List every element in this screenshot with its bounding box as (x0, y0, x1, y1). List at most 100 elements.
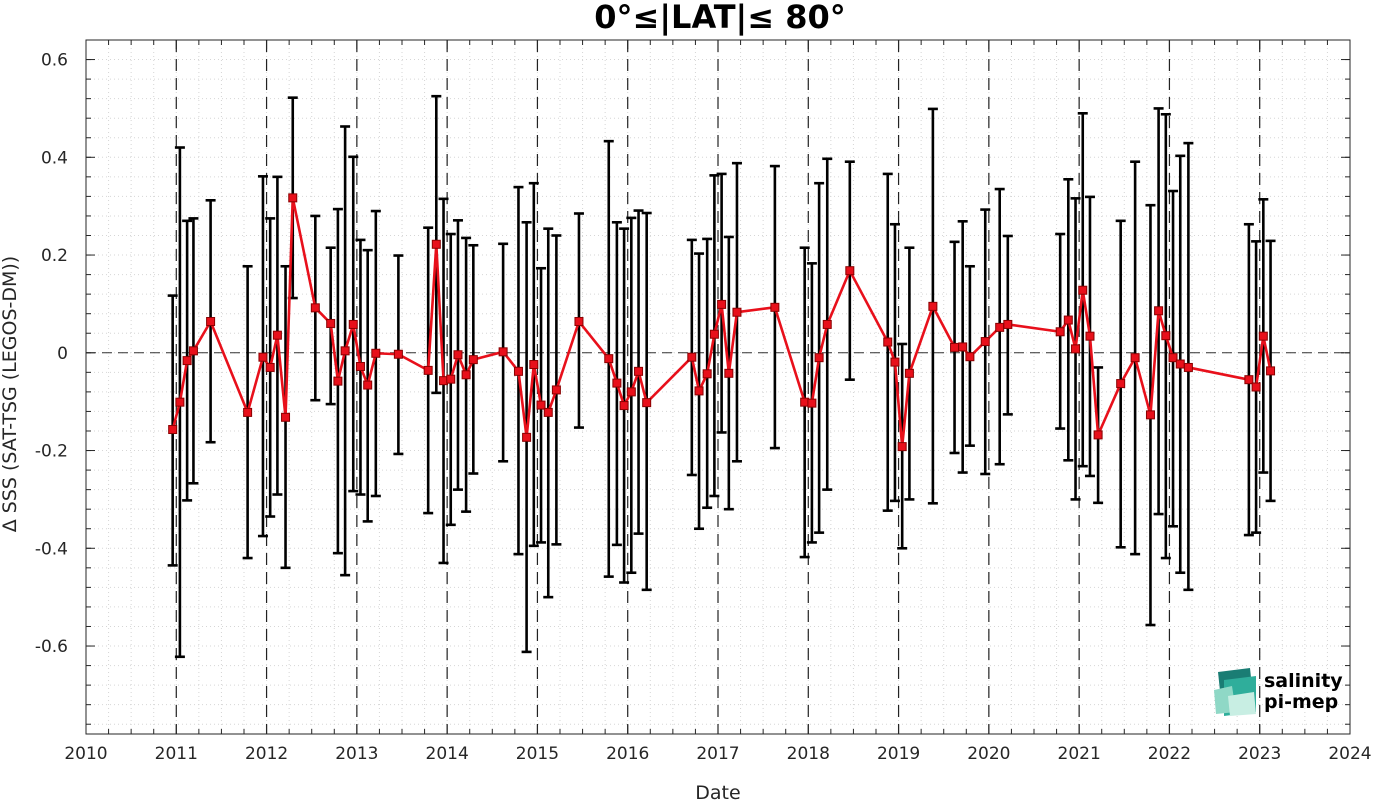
data-point-marker (265, 362, 275, 372)
data-point-marker (288, 193, 298, 203)
data-point-marker (355, 361, 365, 371)
data-point-marker (822, 319, 832, 329)
logo-mark-icon (1214, 668, 1256, 716)
data-point-marker (333, 376, 343, 386)
x-tick-label: 2024 (1328, 744, 1371, 764)
x-tick-label: 2013 (335, 744, 378, 764)
x-tick-label: 2018 (787, 744, 830, 764)
y-tick-label: -0.6 (35, 637, 68, 657)
logo-text-pimep: pi-mep (1264, 691, 1338, 713)
data-point-marker (1116, 379, 1126, 389)
x-tick-label: 2020 (967, 744, 1010, 764)
data-point-marker (980, 337, 990, 347)
data-point-marker (188, 346, 198, 356)
x-tick-label: 2023 (1238, 744, 1281, 764)
data-point-marker (717, 299, 727, 309)
x-tick-label: 2015 (516, 744, 559, 764)
data-point-marker (310, 303, 320, 313)
data-point-marker (694, 386, 704, 396)
data-point-marker (604, 354, 614, 364)
data-point-marker (612, 378, 622, 388)
data-point-marker (536, 400, 546, 410)
x-tick-label: 2010 (64, 744, 107, 764)
data-point-marker (897, 442, 907, 452)
data-point-marker (642, 398, 652, 408)
x-axis-label: Date (695, 782, 740, 801)
data-point-marker (446, 374, 456, 384)
data-point-marker (928, 301, 938, 311)
data-point-marker (1063, 315, 1073, 325)
data-point-marker (243, 407, 253, 417)
data-point-marker (431, 239, 441, 249)
data-point-marker (371, 348, 381, 358)
data-point-marker (845, 266, 855, 276)
data-point-marker (1168, 353, 1178, 363)
x-tick-label: 2012 (245, 744, 288, 764)
data-point-marker (1183, 362, 1193, 372)
data-point-marker (206, 317, 216, 327)
reference-lines (86, 40, 1350, 734)
data-point-marker (995, 322, 1005, 332)
data-point-marker (814, 353, 824, 363)
tick-labels: 2010 2011 2012 2013 2014 2015 2016 2017 2018 2019… (35, 51, 1372, 764)
data-point-marker (543, 407, 553, 417)
data-point-marker (272, 330, 282, 340)
data-point-marker (551, 385, 561, 395)
data-point-marker (522, 432, 532, 442)
data-point-marker (281, 412, 291, 422)
data-point-marker (965, 352, 975, 362)
x-tick-label: 2016 (606, 744, 649, 764)
data-point-marker (1244, 375, 1254, 385)
x-tick-label: 2011 (155, 744, 198, 764)
data-point-marker (513, 366, 523, 376)
data-point-marker (1266, 366, 1276, 376)
y-tick-label: 0.2 (41, 246, 68, 266)
data-point-marker (626, 387, 636, 397)
data-point-marker (1258, 331, 1268, 341)
data-point-marker (1175, 359, 1185, 369)
data-point-marker (1085, 331, 1095, 341)
x-tick-label: 2022 (1148, 744, 1191, 764)
data-point-marker (423, 365, 433, 375)
y-tick-label: -0.2 (35, 442, 68, 462)
x-tick-label: 2019 (877, 744, 920, 764)
data-point-marker (634, 366, 644, 376)
data-point-marker (574, 317, 584, 327)
data-point-marker (883, 337, 893, 347)
data-point-marker (1003, 319, 1013, 329)
data-point-marker (770, 302, 780, 312)
data-point-marker (348, 319, 358, 329)
data-point-marker (1161, 331, 1171, 341)
data-point-marker (702, 369, 712, 379)
axes (85, 39, 1351, 735)
data-point-marker (1078, 285, 1088, 295)
data-point-marker (1055, 327, 1065, 337)
data-point-marker (958, 342, 968, 352)
data-point-marker (498, 347, 508, 357)
data-point-marker (1251, 382, 1261, 392)
data-point-marker (182, 356, 192, 366)
data-point-marker (724, 368, 734, 378)
data-point-marker (326, 318, 336, 328)
data-point-marker (258, 352, 268, 362)
chart-title: 0°≤|LAT|≤ 80° (594, 0, 845, 37)
data-point-marker (168, 425, 178, 435)
data-point-marker (175, 397, 185, 407)
data-point-marker (807, 398, 817, 408)
data-point-marker (1154, 306, 1164, 316)
data-point-marker (890, 357, 900, 367)
data-point-marker (687, 352, 697, 362)
data-point-marker (1093, 430, 1103, 440)
y-tick-label: 0 (57, 344, 68, 364)
data-point-marker (529, 360, 539, 370)
x-tick-label: 2017 (696, 744, 739, 764)
y-tick-label: 0.6 (41, 51, 68, 71)
x-tick-label: 2014 (426, 744, 469, 764)
data-point-marker (363, 380, 373, 390)
data-point-marker (393, 349, 403, 359)
data-point-marker (1145, 410, 1155, 420)
data-point-marker (709, 329, 719, 339)
y-axis-label: Δ SSS (SAT-TSG (LEGOS-DM)) (0, 256, 21, 532)
